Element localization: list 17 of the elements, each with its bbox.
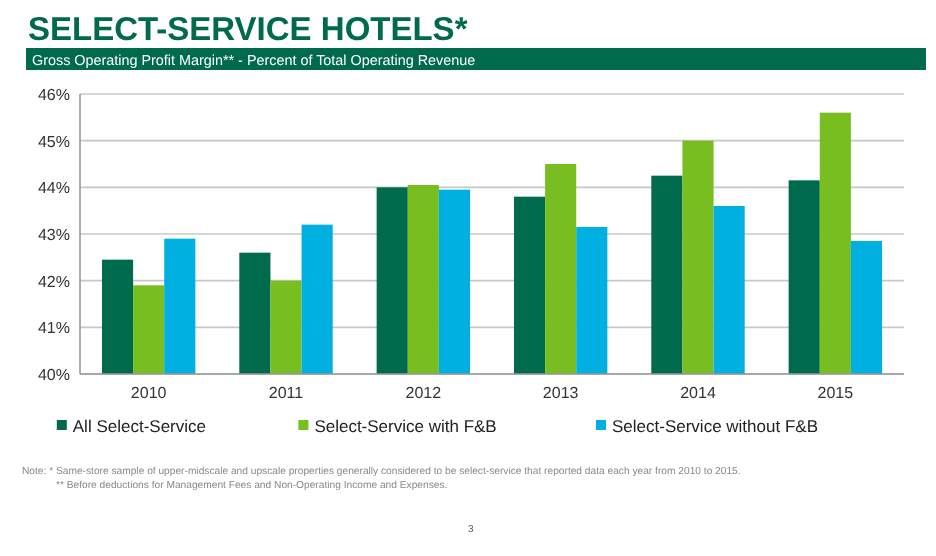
y-tick-label: 44%	[37, 179, 70, 198]
chart-title: SELECT-SERVICE HOTELS*	[28, 12, 469, 48]
y-tick-label: 43%	[37, 226, 70, 244]
y-tick-label: 45%	[37, 132, 70, 151]
x-tick-label: 2011	[268, 384, 305, 402]
y-tick-label: 41%	[37, 319, 70, 338]
y-tick-label: 40%	[37, 366, 70, 384]
x-tick-label: 2010	[130, 384, 168, 402]
x-tick-label: 2015	[817, 384, 855, 402]
legend-label: Select-Service without F&B	[612, 416, 819, 436]
y-tick-label: 42%	[37, 272, 70, 291]
legend-label: All Select-Service	[72, 416, 207, 436]
x-tick-label: 2014	[680, 384, 717, 402]
x-tick-label: 2012	[405, 384, 443, 402]
y-tick-label: 46%	[37, 86, 70, 104]
legend-label: Select-Service with F&B	[314, 416, 498, 436]
x-tick-label: 2013	[542, 384, 580, 402]
